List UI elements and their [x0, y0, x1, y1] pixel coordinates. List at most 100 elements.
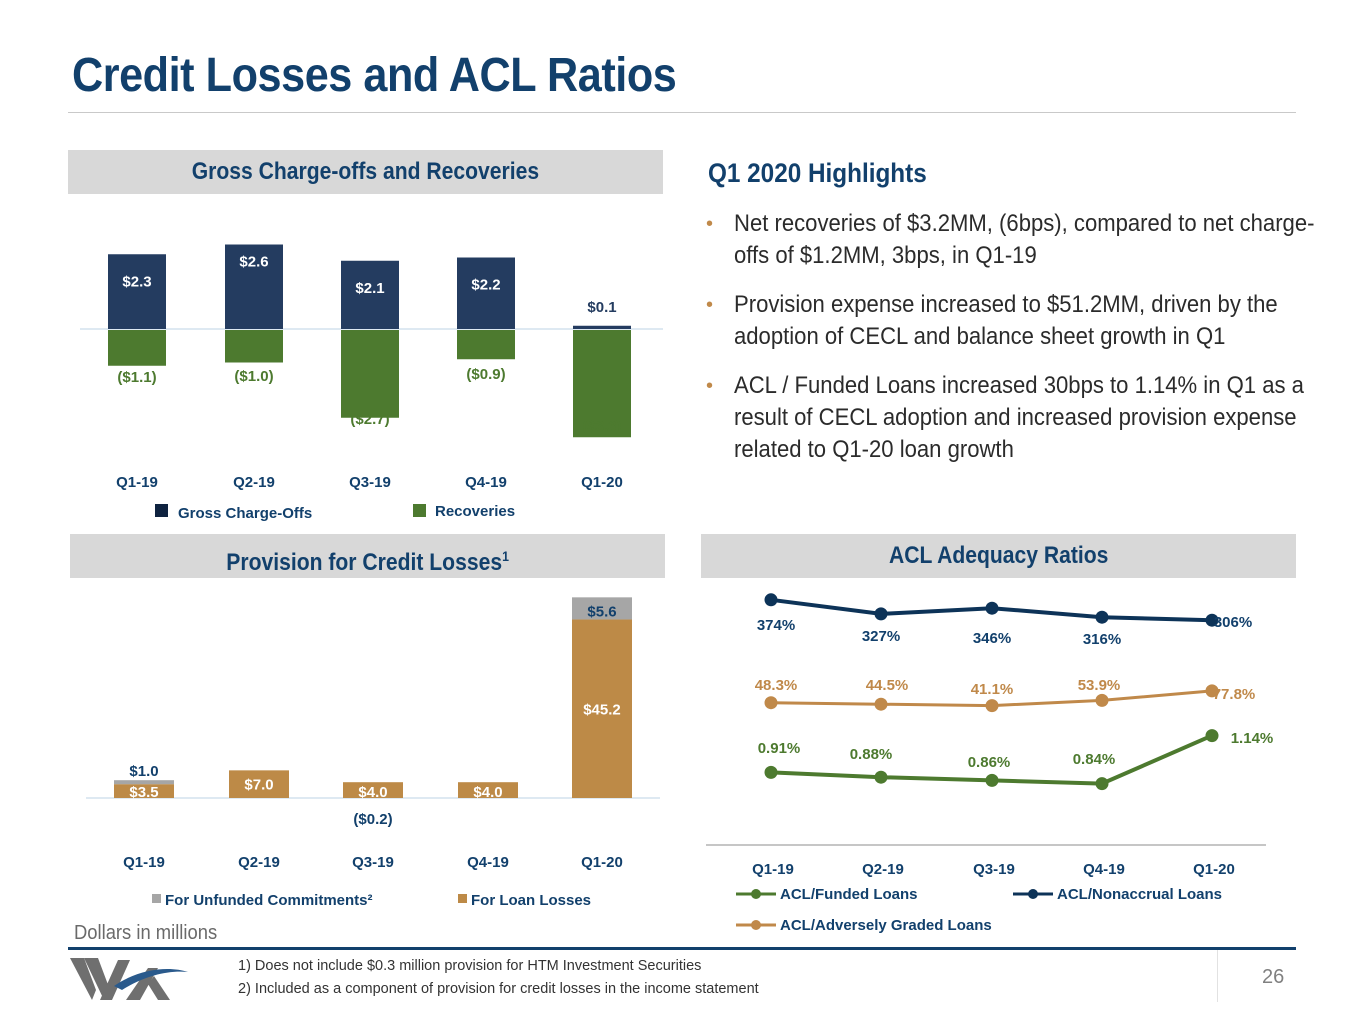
chart3-legend-marker-funded — [751, 889, 761, 899]
chart3-label-funded: 0.91% — [758, 740, 801, 757]
bullet-icon: • — [706, 213, 714, 235]
chart1-label-recovery: ($1.1) — [117, 369, 156, 386]
chart3-label-nonaccrual: 316% — [1083, 631, 1121, 648]
chart1-bar-recovery — [573, 330, 631, 438]
chart3-point-nonaccrual — [985, 601, 999, 615]
chart3-label-funded: 1.14% — [1231, 730, 1274, 747]
chart1-legend-recoveries: Recoveries — [435, 503, 515, 520]
chart3-label-funded: 0.86% — [968, 754, 1011, 771]
chart2-bar-loan-losses — [229, 770, 289, 798]
chart2-label-unfunded: ($0.2) — [353, 811, 392, 828]
highlight-text: Net recoveries of $3.2MM, (6bps), compar… — [734, 210, 1315, 269]
chart2-bar-loan-losses — [114, 784, 174, 798]
chart3-point-funded — [874, 770, 888, 784]
chart2-label-unfunded: $5.6 — [587, 603, 616, 620]
chart2-bar-unfunded — [572, 597, 632, 620]
page-number: 26 — [1262, 966, 1285, 988]
chart2-label-loan-losses: $7.0 — [244, 776, 273, 793]
unit-note: Dollars in millions — [74, 922, 218, 944]
chart3-legend-adversely-graded: ACL/Adversely Graded Loans — [780, 917, 992, 934]
chart3-point-funded — [764, 765, 778, 779]
chart1-bar-recovery — [225, 330, 283, 363]
chart2-x-tick: Q1-20 — [581, 854, 623, 871]
chart3-label-adversely-graded: 41.1% — [971, 681, 1014, 698]
chart2-label-unfunded: $1.0 — [129, 763, 158, 780]
chart3-label-adversely-graded: 77.8% — [1213, 686, 1256, 703]
chart3-label-adversely-graded: 53.9% — [1078, 677, 1121, 694]
chart3-point-adversely-graded — [985, 699, 999, 713]
chart3-point-nonaccrual — [764, 593, 778, 607]
chart2-legend-swatch-unfunded — [152, 894, 161, 903]
chart1-label-chargeoff: $0.1 — [587, 299, 616, 316]
company-logo — [70, 958, 188, 1000]
chart1-label-chargeoff: $2.6 — [239, 254, 268, 271]
chart1-legend-swatch-recoveries — [413, 504, 426, 517]
highlight-text: Provision expense increased to $51.2MM, … — [734, 291, 1278, 350]
chart3-label-nonaccrual: 374% — [757, 617, 795, 634]
chart3-point-funded — [1095, 777, 1109, 791]
chart2-title-sup: 1 — [501, 548, 509, 564]
chart1-bar-chargeoff — [341, 260, 399, 329]
chart1-label-chargeoff: $2.1 — [355, 280, 384, 297]
chart3-label-nonaccrual: 346% — [973, 630, 1011, 647]
chart2-bar-loan-losses — [572, 619, 632, 798]
highlight-item: • Net recoveries of $3.2MM, (6bps), compa… — [706, 208, 1314, 272]
chart1-bar-chargeoff — [225, 244, 283, 329]
chart3-label-nonaccrual: 327% — [862, 628, 900, 645]
chart2-bar-loan-losses — [343, 782, 403, 798]
chart1-label-recovery: ($2.7) — [350, 411, 389, 428]
highlights-title: Q1 2020 Highlights — [708, 158, 927, 188]
footnote-1: 1) Does not include $0.3 million provisi… — [238, 958, 702, 974]
chart1-legend-chargeoffs: Gross Charge-Offs — [178, 505, 312, 522]
chart1-bar-chargeoff — [457, 257, 515, 329]
chart2-label-loan-losses: $4.0 — [473, 784, 502, 801]
chart1-x-tick: Q4-19 — [465, 474, 507, 491]
chart1-bar-chargeoff — [108, 254, 166, 329]
highlights-list: • Net recoveries of $3.2MM, (6bps), compa… — [706, 208, 1314, 483]
highlight-item: • Provision expense increased to $51.2MM,… — [706, 289, 1306, 353]
chart1-label-recovery: ($0.9) — [466, 366, 505, 383]
chart3-point-nonaccrual — [1205, 613, 1219, 627]
chart3-label-adversely-graded: 44.5% — [866, 677, 909, 694]
chart2-label-loan-losses: $3.5 — [129, 784, 158, 801]
chart1-label-recovery: ($3.3) — [582, 418, 621, 435]
chart3-point-nonaccrual — [1095, 610, 1109, 624]
footnote-2: 2) Included as a component of provision … — [238, 981, 759, 997]
chart2-bar-loan-losses — [458, 782, 518, 798]
chart1-label-chargeoff: $2.3 — [122, 273, 151, 290]
chart2-header: Provision for Credit Losses1 — [70, 534, 665, 578]
chart1-label-chargeoff: $2.2 — [471, 277, 500, 294]
chart1-header: Gross Charge-offs and Recoveries — [68, 150, 663, 194]
chart3-label-adversely-graded: 48.3% — [755, 677, 798, 694]
chart1-bar-recovery — [108, 330, 166, 366]
chart3-point-adversely-graded — [874, 697, 888, 711]
chart3-point-adversely-graded — [1095, 693, 1109, 707]
chart3-x-tick: Q4-19 — [1083, 861, 1125, 878]
chart1-x-tick: Q1-20 — [581, 474, 623, 491]
chart3-point-adversely-graded — [1205, 684, 1219, 698]
chart3-legend-funded: ACL/Funded Loans — [780, 886, 918, 903]
highlight-item: • ACL / Funded Loans increased 30bps to 1… — [706, 370, 1306, 466]
chart1-x-tick: Q2-19 — [233, 474, 275, 491]
chart3-label-funded: 0.84% — [1073, 751, 1116, 768]
chart2-legend-swatch-loan — [458, 894, 467, 903]
chart3-x-tick: Q3-19 — [973, 861, 1015, 878]
chart2-legend-loan: For Loan Losses — [471, 892, 591, 909]
chart2-svg: $3.5 $1.0 Q1-19 $7.0 Q2-19 $4.0 ($0.2) Q3-19 $4.… — [86, 597, 660, 909]
chart2-x-tick: Q3-19 — [352, 854, 394, 871]
chart1-bar-chargeoff — [573, 325, 631, 329]
chart2-bar-unfunded — [114, 780, 174, 785]
footer-divider — [68, 947, 1296, 950]
chart3-x-tick: Q2-19 — [862, 861, 904, 878]
chart3-svg: 374% 327% 346% 316% 306% 48.3% 44.5% 41.1% 53.9%… — [706, 593, 1274, 934]
chart3-x-tick: Q1-20 — [1193, 861, 1235, 878]
chart1-bar-recovery — [457, 330, 515, 360]
chart1-svg: $2.3 ($1.1) Q1-19 $2.6 ($1.0) Q2-19 $2.1 ($2.7)… — [80, 244, 663, 522]
title-divider — [68, 112, 1296, 113]
chart1-legend-swatch-chargeoffs — [155, 504, 168, 517]
chart3-legend-marker-nonaccrual — [1028, 889, 1038, 899]
page-number-divider — [1217, 950, 1218, 1002]
chart3-legend-nonaccrual: ACL/Nonaccrual Loans — [1057, 886, 1222, 903]
chart3-point-adversely-graded — [764, 696, 778, 710]
chart1-title: Gross Charge-offs and Recoveries — [191, 158, 540, 185]
